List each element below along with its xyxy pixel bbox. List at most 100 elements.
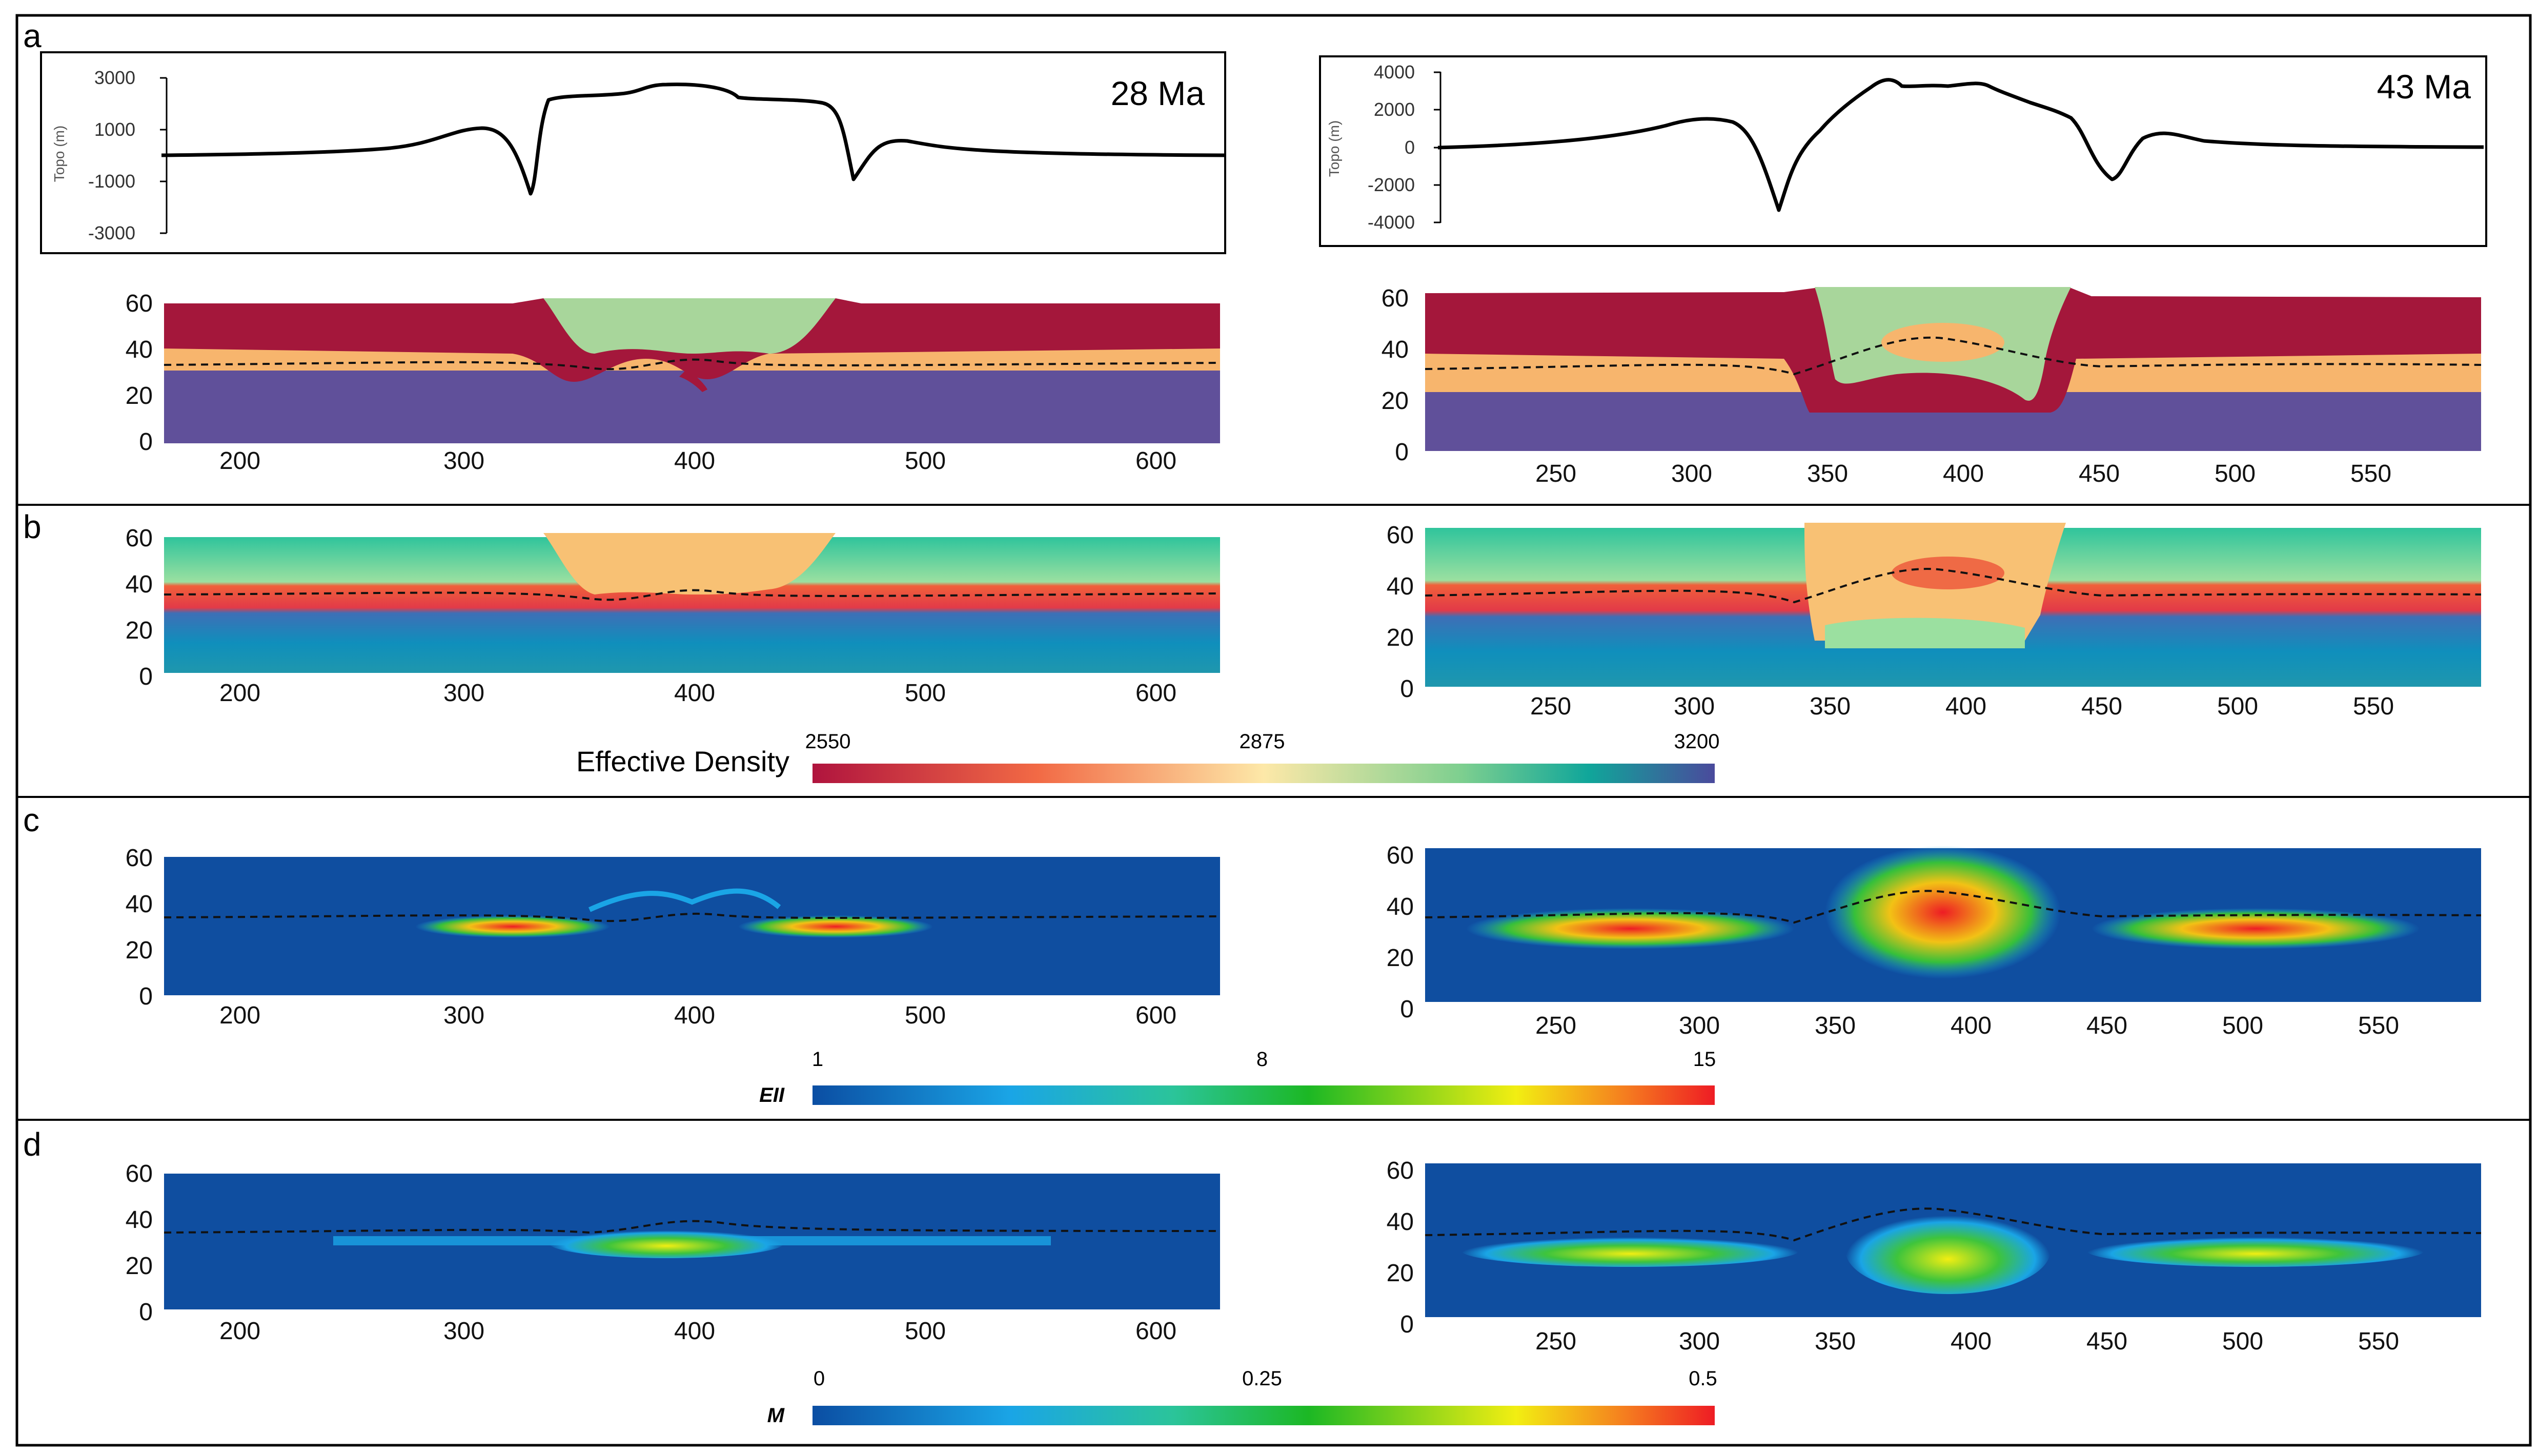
melt-lobe <box>2086 1234 2425 1267</box>
topo-line-43ma <box>1437 78 2484 212</box>
x-tick: 300 <box>1679 1012 1720 1039</box>
reference-line <box>1425 568 2482 604</box>
colorbar-density-min: 2550 <box>805 730 851 753</box>
depth-tick: 20 <box>1387 624 1414 651</box>
section-d-left <box>164 1174 1221 1309</box>
depth-tick: 40 <box>126 891 153 918</box>
depth-tick: 40 <box>126 336 153 363</box>
x-tick: 600 <box>1135 680 1176 707</box>
density-dome <box>1892 557 2004 589</box>
colorbar-density-max: 3200 <box>1674 730 1720 753</box>
melt-lobe <box>1461 1234 1799 1267</box>
rift-fill <box>543 533 836 594</box>
topo-tick-43ma: -4000 <box>1368 212 1415 233</box>
x-tick: 400 <box>674 1002 715 1029</box>
x-tick: 200 <box>219 680 260 707</box>
depth-tick: 20 <box>126 1253 153 1280</box>
rift-root <box>1825 618 2025 648</box>
x-tick: 350 <box>1815 1328 1856 1355</box>
section-d-right <box>1425 1163 2482 1317</box>
reference-line <box>164 589 1221 601</box>
colorbar-density: Effective Density 2550 2875 3200 <box>576 730 1720 783</box>
strain-core <box>1825 846 2061 979</box>
x-tick: 250 <box>1530 693 1571 720</box>
depth-tick: 60 <box>1382 285 1409 312</box>
x-tick: 500 <box>2215 460 2256 487</box>
topo-tick-43ma: 4000 <box>1374 61 1415 83</box>
reference-line <box>164 913 1221 922</box>
colorbar-melt-min: 0 <box>814 1367 825 1390</box>
x-tick: 300 <box>1671 460 1712 487</box>
colorbar-strain-ramp <box>813 1085 1715 1105</box>
x-tick: 250 <box>1535 460 1576 487</box>
strain-lobe <box>2092 908 2420 949</box>
topo-profile-28ma: 3000 1000 -1000 -3000 Topo (m) 28 Ma <box>40 51 1226 254</box>
figure-frame <box>15 14 2532 1447</box>
x-tick: 400 <box>674 1318 715 1345</box>
colorbar-strain-max: 15 <box>1693 1048 1716 1071</box>
depth-tick: 60 <box>126 1160 153 1187</box>
colorbar-strain: EII 1 8 15 <box>759 1048 1716 1106</box>
depth-tick: 60 <box>1387 842 1414 869</box>
topo-tick-28ma: 1000 <box>94 119 135 140</box>
age-label-43ma: 43 Ma <box>2377 68 2471 106</box>
x-tick: 500 <box>2222 1012 2263 1039</box>
reference-line <box>1425 890 2482 924</box>
reference-line <box>164 358 1221 371</box>
panel-label-d: d <box>23 1126 42 1163</box>
colorbar-melt-max: 0.5 <box>1689 1367 1717 1390</box>
section-c-right <box>1425 846 2482 1002</box>
topo-ylabel-28ma: Topo (m) <box>51 126 67 182</box>
x-tick: 200 <box>219 447 260 475</box>
strain-field <box>164 857 1220 995</box>
age-label-28ma: 28 Ma <box>1111 74 1205 112</box>
section-b-right <box>1425 523 2482 687</box>
colorbar-melt-ramp <box>813 1406 1715 1425</box>
x-tick: 250 <box>1535 1328 1576 1355</box>
depth-tick: 40 <box>126 1206 153 1234</box>
x-tick: 400 <box>674 447 715 475</box>
depth-tick: 0 <box>1400 675 1414 703</box>
x-tick: 200 <box>219 1002 260 1029</box>
depth-tick: 20 <box>126 937 153 964</box>
strain-lobe <box>1466 908 1794 949</box>
depth-tick: 40 <box>126 571 153 598</box>
topo-tick-43ma: 0 <box>1405 137 1415 158</box>
x-tick: 500 <box>2222 1328 2263 1355</box>
x-tick: 500 <box>905 1002 946 1029</box>
colorbar-strain-mid: 8 <box>1256 1048 1268 1071</box>
topo-line-28ma <box>161 83 1226 196</box>
section-a-left <box>164 298 1221 443</box>
x-tick: 550 <box>2358 1012 2399 1039</box>
x-tick: 350 <box>1815 1012 1856 1039</box>
x-tick: 400 <box>1945 693 1986 720</box>
x-tick: 450 <box>2086 1328 2127 1355</box>
depth-tick: 0 <box>139 1299 153 1326</box>
x-tick: 550 <box>2353 693 2394 720</box>
x-tick: 200 <box>219 1318 260 1345</box>
colorbar-melt: M 0 0.25 0.5 <box>767 1367 1717 1427</box>
colorbar-density-ramp <box>813 764 1715 783</box>
depth-tick: 20 <box>1387 1260 1414 1287</box>
x-tick: 500 <box>2217 693 2258 720</box>
depth-tick: 20 <box>1382 387 1409 415</box>
section-c-left <box>164 857 1221 995</box>
x-tick: 300 <box>1679 1328 1720 1355</box>
colorbar-strain-title: EII <box>759 1084 785 1106</box>
colorbar-density-title: Effective Density <box>576 745 789 777</box>
x-tick: 300 <box>443 1318 484 1345</box>
x-tick: 300 <box>443 680 484 707</box>
x-tick: 350 <box>1810 693 1851 720</box>
axes-labels: 60 40 20 0 60 40 20 0 200 300 400 500 60… <box>126 285 2399 1355</box>
x-tick: 450 <box>2086 1012 2127 1039</box>
panel-label-a: a <box>23 17 42 54</box>
strain-lobe <box>415 915 610 938</box>
depth-tick: 60 <box>126 845 153 872</box>
depth-tick: 60 <box>126 525 153 552</box>
depth-tick: 0 <box>139 428 153 456</box>
depth-tick: 40 <box>1387 893 1414 920</box>
section-b-left <box>164 533 1221 673</box>
depth-tick: 60 <box>1387 1157 1414 1184</box>
depth-tick: 20 <box>126 617 153 644</box>
reference-line <box>1425 336 2482 376</box>
